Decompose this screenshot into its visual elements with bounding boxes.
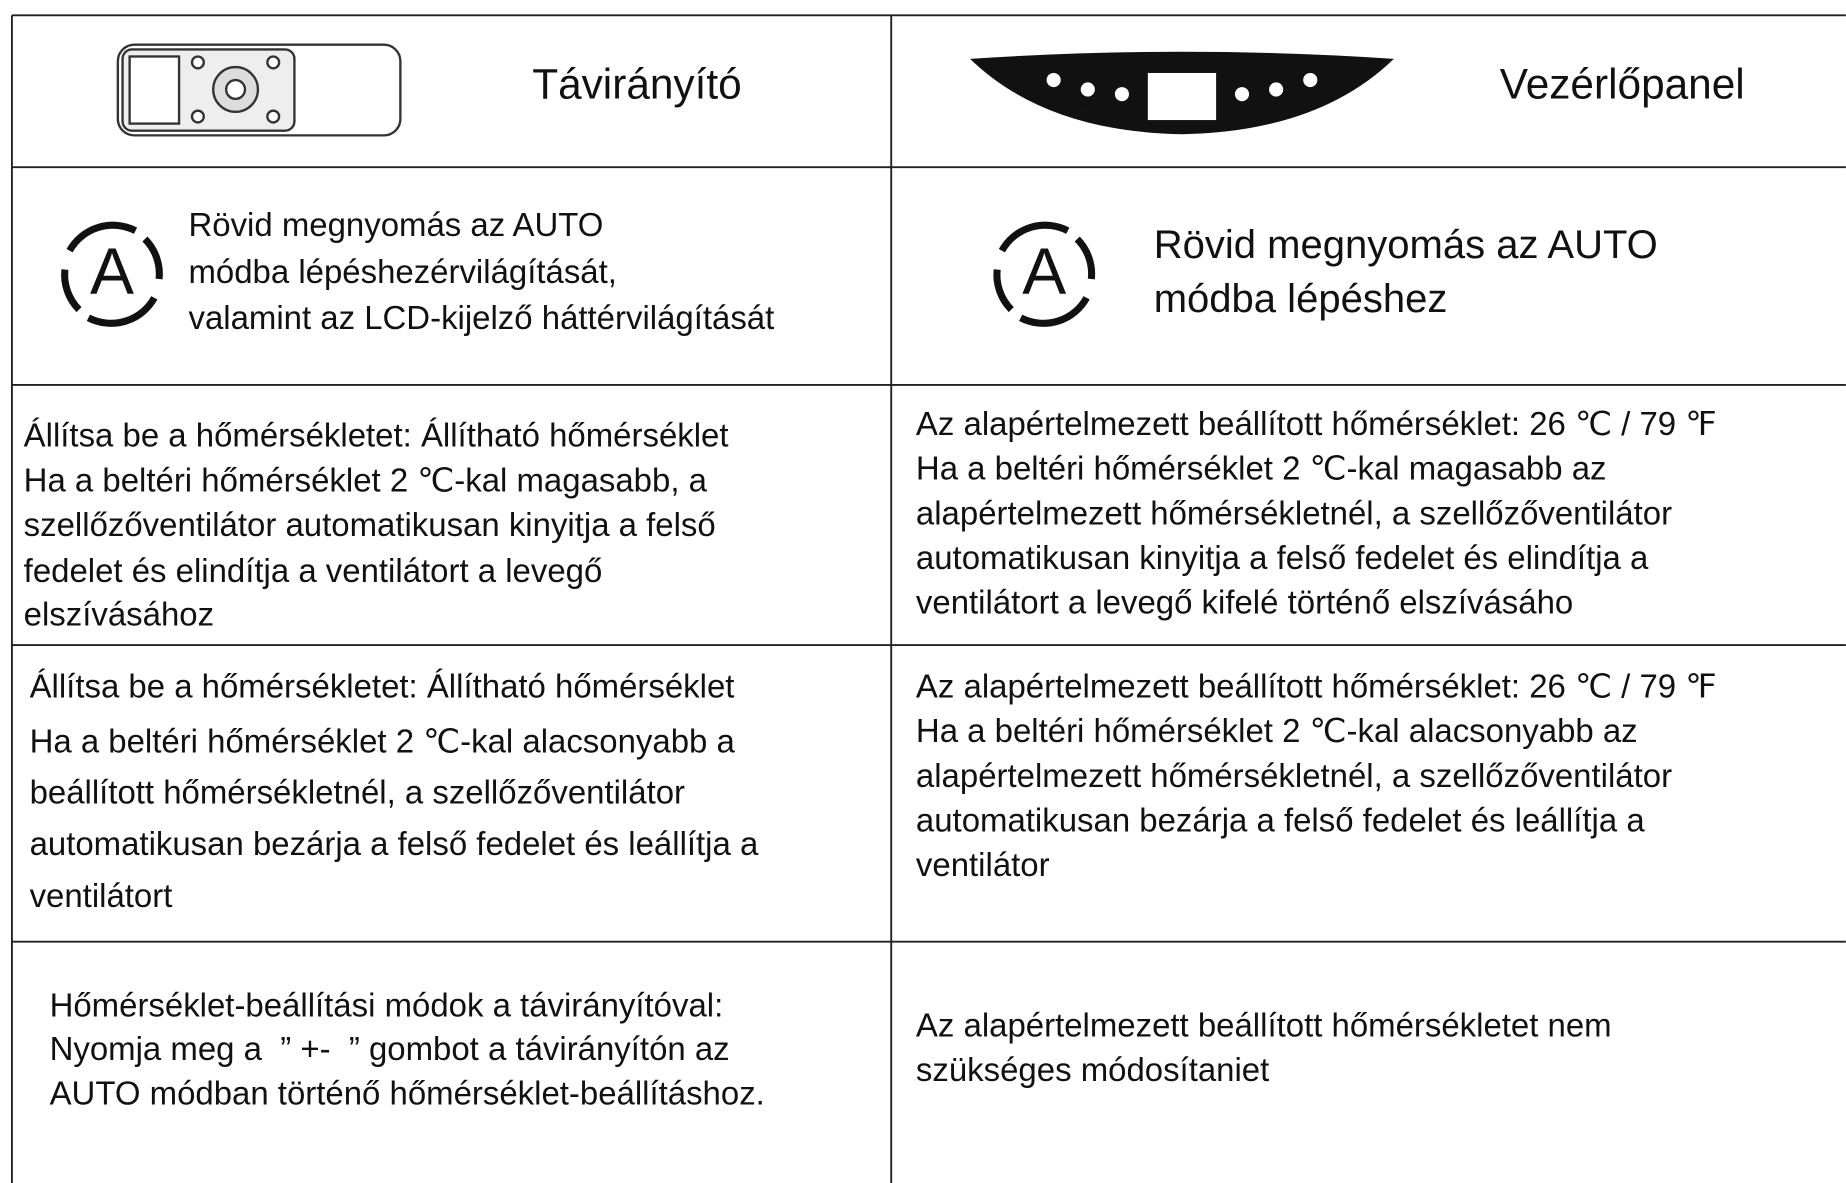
cell-text: Hőmérséklet-beállítási módok a távirányí… — [50, 986, 724, 1023]
cell-text: elszívásához — [24, 596, 214, 633]
cell-text: automatikusan kinyitja a felső fedelet é… — [916, 539, 1649, 576]
cell-text: alapértelmezett hőmérsékletnél, a szellő… — [916, 494, 1672, 531]
cell-text: Az alapértelmezett beállított hőmérsékle… — [916, 1006, 1612, 1043]
auto-letter: A — [1022, 234, 1066, 308]
panel-label: LAMP — [1302, 94, 1318, 100]
cell-text: Ha a beltéri hőmérséklet 2 ℃-kal alacson… — [916, 712, 1638, 749]
cell-text: Az alapértelmezett beállított hőmérsékle… — [916, 405, 1717, 442]
cell-text: Az alapértelmezett beállított hőmérsékle… — [916, 667, 1717, 704]
cell-text: alapértelmezett hőmérsékletnél, a szellő… — [916, 757, 1672, 794]
panel-label: IN/OUT — [1078, 103, 1098, 109]
cell-text: Ha a beltéri hőmérséklet 2 ℃-kal alacson… — [30, 723, 736, 760]
cell-text: Állítsa be a hőmérsékletet: Állítható hő… — [24, 417, 729, 454]
cell-text: módba lépéshezérvilágítását, — [188, 253, 616, 290]
cell-text: fedelet és elindítja a ventilátort a lev… — [24, 552, 603, 589]
cell-text: automatikusan bezárja a felső fedelet és… — [30, 825, 759, 862]
cell-text: Rövid megnyomás az AUTO — [1154, 223, 1658, 267]
auto-icon: A — [993, 221, 1096, 327]
cell-text: Rövid megnyomás az AUTO — [188, 206, 603, 243]
remote-icon — [116, 43, 402, 137]
panel-icon: ON/OFF IN/OUT AUTO FAST SLOW LAMP — [970, 51, 1394, 135]
cell-text: szükséges módosítaniet — [916, 1051, 1269, 1088]
table-grid — [10, 14, 1846, 1183]
cell-text: Ha a beltéri hőmérséklet 2 ℃-kal magasab… — [24, 461, 708, 498]
auto-icon: A — [61, 221, 163, 327]
cell-text: szellőzőventilátor automatikusan kinyitj… — [24, 506, 716, 543]
cell-text: beállított hőmérsékletnél, a szellőzőven… — [30, 773, 685, 810]
panel-label: FAST — [1235, 111, 1250, 117]
header-label: Vezérlőpanel — [1500, 60, 1745, 107]
cell-text: ventilátor — [916, 846, 1050, 883]
cell-text: ventilátort a levegő kifelé történő elsz… — [916, 584, 1573, 621]
cell-text: AUTO módban történő hőmérséklet-beállítá… — [50, 1075, 765, 1112]
header-label: Távirányító — [532, 60, 742, 107]
cell-text: valamint az LCD-kijelző háttérvilágításá… — [188, 299, 774, 336]
cell-text: módba lépéshez — [1154, 277, 1448, 321]
panel-label: ON/OFF — [1043, 94, 1066, 100]
cell-text: ventilátort — [30, 877, 173, 914]
auto-letter: A — [90, 234, 134, 308]
panel-label: AUTO — [1114, 111, 1131, 117]
cell-text: Ha a beltéri hőmérséklet 2 ℃-kal magasab… — [916, 450, 1607, 487]
cell-text: automatikusan bezárja a felső fedelet és… — [916, 802, 1645, 839]
cell-text: Állítsa be a hőmérsékletet: Állítható hő… — [30, 667, 735, 704]
cell-text: Nyomja meg a ” +- ” gombot a távirányító… — [50, 1030, 730, 1067]
panel-label: SLOW — [1267, 103, 1285, 109]
